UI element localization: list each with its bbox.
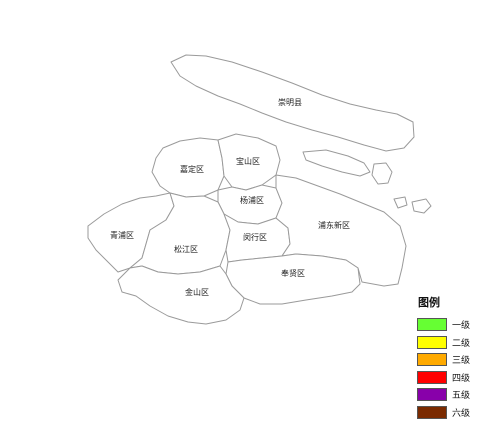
legend-label: 二级 [452,338,471,349]
legend-item: 六级 [417,404,497,422]
legend-label: 一级 [452,321,471,332]
district-baoshan[interactable] [217,133,281,191]
legend-swatch [417,370,447,384]
legend-swatch [417,318,447,332]
legend-item: 五级 [417,386,497,404]
legend-swatch [417,405,447,419]
district-fengxian[interactable] [225,253,361,305]
legend-swatch [417,335,447,349]
legend-item: 三级 [417,351,497,369]
legend-label: 四级 [452,373,471,384]
legend-label: 五级 [452,391,471,402]
island-changxing [302,149,371,177]
legend-label: 三级 [452,356,471,367]
legend-swatch [417,388,447,402]
legend-item: 一级 [417,316,497,334]
island-hengsha [371,162,393,185]
district-chongming[interactable] [170,54,415,152]
map-legend: 图例 一级 二级 三级 四级 五级 六级 [417,296,497,421]
island-small-2 [411,198,432,214]
legend-item: 四级 [417,369,497,387]
legend-label: 六级 [452,408,471,419]
district-jiading[interactable] [151,137,225,198]
legend-title: 图例 [418,296,440,309]
district-jinshan[interactable] [117,265,245,325]
island-small-1 [393,196,408,209]
legend-item: 二级 [417,334,497,352]
district-pudong[interactable] [275,174,407,287]
legend-swatch [417,353,447,367]
